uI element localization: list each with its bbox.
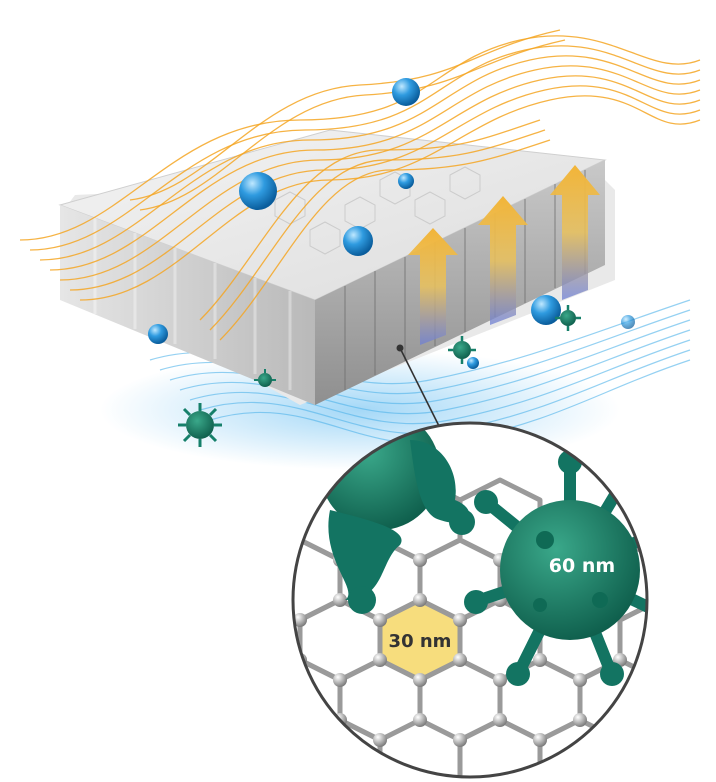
upward-arrow-icon [408, 165, 600, 345]
cool-air-flow [149, 299, 691, 445]
virus-particle-icon [178, 305, 581, 447]
water-droplet-icon [148, 78, 635, 369]
lattice-nodes [293, 553, 627, 747]
warm-air-flow [19, 29, 701, 341]
large-virus-particle [464, 450, 647, 686]
large-particle-label: 60 nm [549, 555, 615, 577]
magnifier-callout-icon [396, 344, 441, 429]
virus-fragment [320, 423, 475, 614]
filter-membrane [58, 129, 615, 405]
pore-size-label: 30 nm [389, 631, 452, 652]
